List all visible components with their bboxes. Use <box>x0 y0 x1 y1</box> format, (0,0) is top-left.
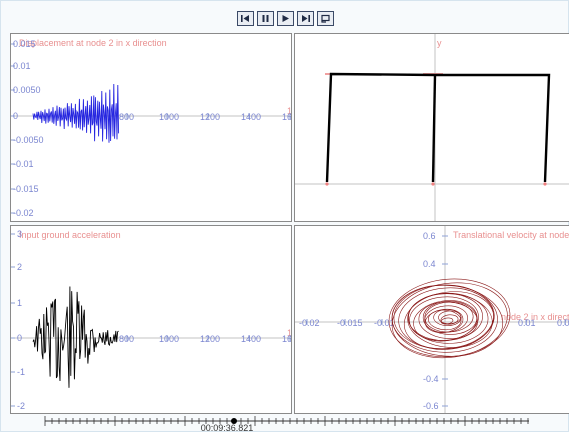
y-tick-label: -2 <box>17 401 25 411</box>
x-tick-label: 1200 <box>200 334 220 344</box>
y-tick-label: 2 <box>17 262 22 272</box>
skip-end-icon <box>302 15 310 22</box>
orbit-loop <box>408 292 489 344</box>
x-tick-label: 800 <box>119 112 134 122</box>
y-tick-label: -0.02 <box>13 208 34 218</box>
displacement-plot: Displacement at node 2 in x direction 1 … <box>11 38 292 218</box>
orbit-x-axis-title: node 2 in x direction <box>501 312 569 322</box>
pause-icon <box>262 15 269 22</box>
y-tick-label: -0.0050 <box>13 135 44 145</box>
y-tick-label: 0.6 <box>423 231 436 241</box>
x-tick-label: 1600 <box>282 334 292 344</box>
x-axis-end-label: 1 <box>287 328 292 338</box>
x-tick-label: 0.01 <box>518 318 536 328</box>
velocity-orbit-plot: Translational velocity at node node 2 in… <box>295 226 569 413</box>
x-axis-end-label: 1 <box>287 106 292 116</box>
frame-structure-plot: y <box>295 34 569 221</box>
y-tick-label: -0.4 <box>423 374 439 384</box>
y-tick-label: -1 <box>17 367 25 377</box>
orbit-loop <box>413 300 478 342</box>
y-tick-label: 0 <box>17 333 22 343</box>
orbit-loop <box>428 309 462 331</box>
x-tick-label: 800 <box>119 334 134 344</box>
timeline-time-label: 00:09:36.821 <box>200 423 254 433</box>
y-tick-label: 0 <box>13 111 18 121</box>
ground-acceleration-plot: Input ground acceleration 1 3 2 1 0 -1 -2 800… <box>11 229 292 411</box>
displacement-signal-line <box>32 83 120 143</box>
ground-acceleration-signal-line <box>32 286 119 388</box>
orbit-loop <box>391 282 508 359</box>
y-tick-label: 0.01 <box>13 61 31 71</box>
x-tick-label: -0.01 <box>374 318 395 328</box>
x-tick-label: 1400 <box>241 112 261 122</box>
x-tick-label: 0.015 <box>557 318 569 328</box>
x-tick-label: -0.02 <box>299 318 320 328</box>
y-tick-label: -0.6 <box>423 401 439 411</box>
skip-start-icon <box>241 15 249 22</box>
x-tick-label: 1000 <box>159 112 179 122</box>
orbit-loop <box>403 291 494 350</box>
support-node <box>543 182 547 186</box>
ground-acceleration-panel: Input ground acceleration 1 3 2 1 0 -1 -2 800… <box>10 225 292 414</box>
velocity-orbit-panel: Translational velocity at node node 2 in… <box>294 225 569 414</box>
loop-icon <box>321 14 330 23</box>
velocity-orbit-title: Translational velocity at node <box>453 230 569 240</box>
orbit-loop <box>388 278 511 358</box>
orbit-loop <box>422 300 478 335</box>
play-icon <box>282 15 289 22</box>
frame-structure-panel: y <box>294 33 569 222</box>
support-node <box>325 182 329 186</box>
x-tick-label: 1000 <box>159 334 179 344</box>
x-tick-label: -0.015 <box>337 318 363 328</box>
playback-toolbar <box>1 11 569 29</box>
support-node <box>431 182 435 186</box>
timeline-playhead-handle[interactable] <box>231 418 237 424</box>
play-button[interactable] <box>277 11 294 26</box>
x-tick-label: 1600 <box>282 112 292 122</box>
frame-middle-column <box>431 74 437 183</box>
frame-outline <box>325 72 551 183</box>
y-axis-label: y <box>437 38 442 48</box>
ground-acceleration-title: Input ground acceleration <box>19 230 121 240</box>
orbit-loop <box>391 285 504 357</box>
x-tick-label: 1400 <box>241 334 261 344</box>
y-tick-label: 3 <box>17 229 22 239</box>
loop-button[interactable] <box>317 11 334 26</box>
y-tick-label: 0.4 <box>423 259 436 269</box>
skip-to-start-button[interactable] <box>237 11 254 26</box>
y-tick-label: -0.01 <box>13 159 34 169</box>
orbit-loop <box>398 287 494 349</box>
y-tick-label: 0.015 <box>13 39 36 49</box>
y-tick-label: 1 <box>17 298 22 308</box>
displacement-plot-panel: Displacement at node 2 in x direction 1 … <box>10 33 292 222</box>
y-tick-label: -0.015 <box>13 184 39 194</box>
displacement-plot-title: Displacement at node 2 in x direction <box>19 38 167 48</box>
y-tick-label: 0.0050 <box>13 85 41 95</box>
timeline-scrubber[interactable] <box>1 413 569 433</box>
x-tick-label: 1200 <box>200 112 220 122</box>
skip-to-end-button[interactable] <box>297 11 314 26</box>
orbit-loop <box>440 314 459 325</box>
pause-button[interactable] <box>257 11 274 26</box>
